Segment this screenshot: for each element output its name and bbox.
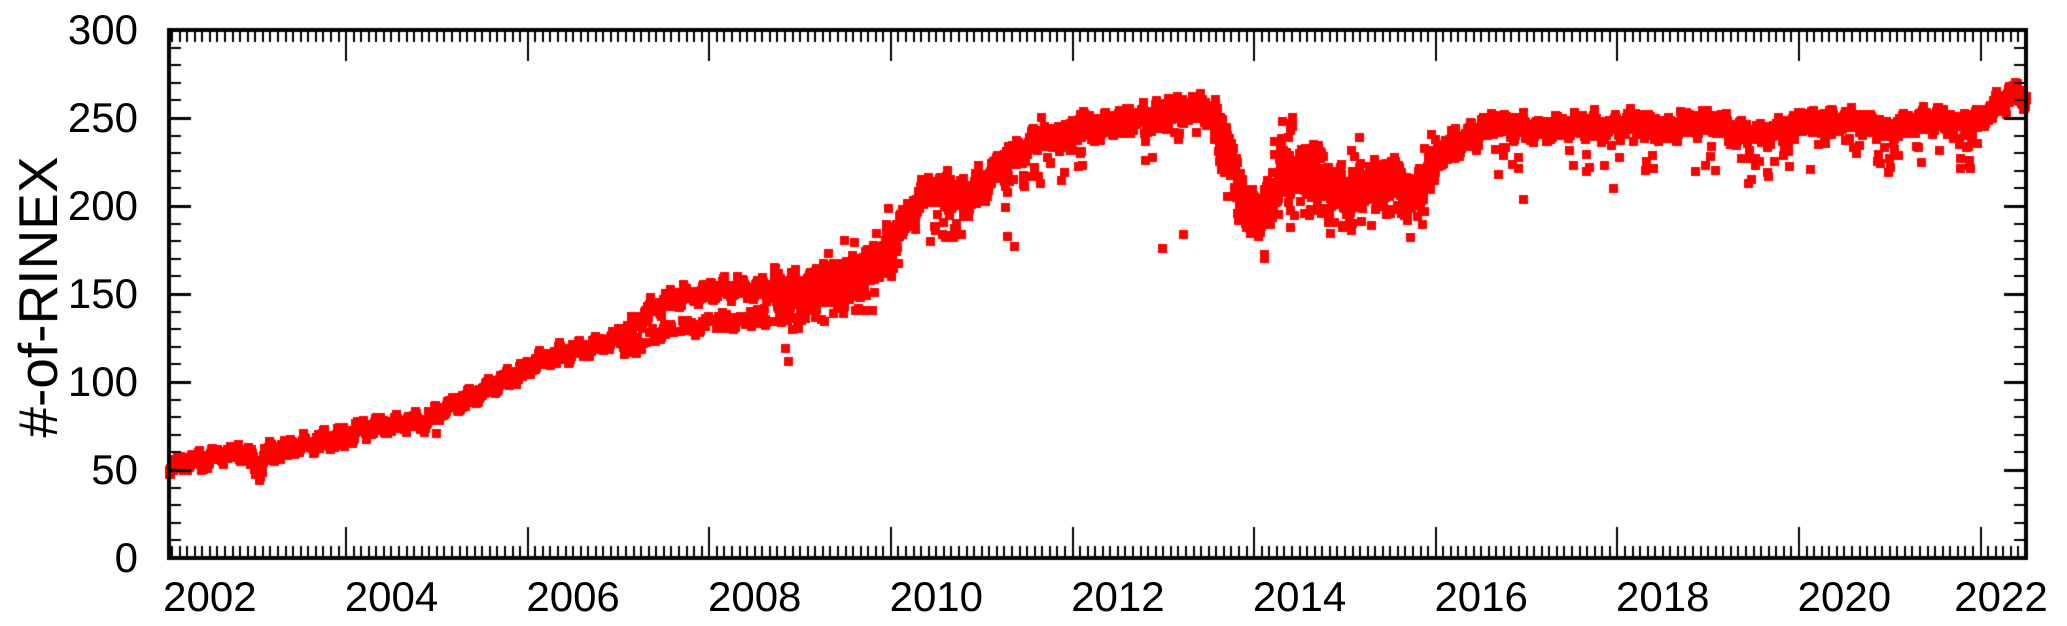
y-tick-label-250: 250	[67, 94, 138, 141]
x-tick-label-2020: 2020	[1797, 573, 1892, 620]
y-tick-label-300: 300	[67, 6, 138, 53]
x-tick-label-2006: 2006	[526, 573, 620, 620]
y-tick-label-100: 100	[67, 358, 138, 405]
x-tick-label-2004: 2004	[344, 573, 439, 620]
x-tick-label-2010: 2010	[889, 573, 984, 620]
x-tick-label-2002: 2002	[163, 573, 257, 620]
y-tick-label-150: 150	[67, 270, 138, 317]
x-tick-label-2018: 2018	[1616, 573, 1710, 620]
x-tick-label-2014: 2014	[1252, 573, 1347, 620]
y-tick-label-200: 200	[67, 182, 138, 229]
y-tick-label-50: 50	[91, 446, 138, 493]
x-tick-label-2016: 2016	[1434, 573, 1528, 620]
x-tick-label-2022: 2022	[1954, 573, 2048, 620]
x-tick-label-2008: 2008	[707, 573, 802, 620]
y-tick-label-0: 0	[114, 534, 138, 581]
x-tick-label-2012: 2012	[1071, 573, 1165, 620]
